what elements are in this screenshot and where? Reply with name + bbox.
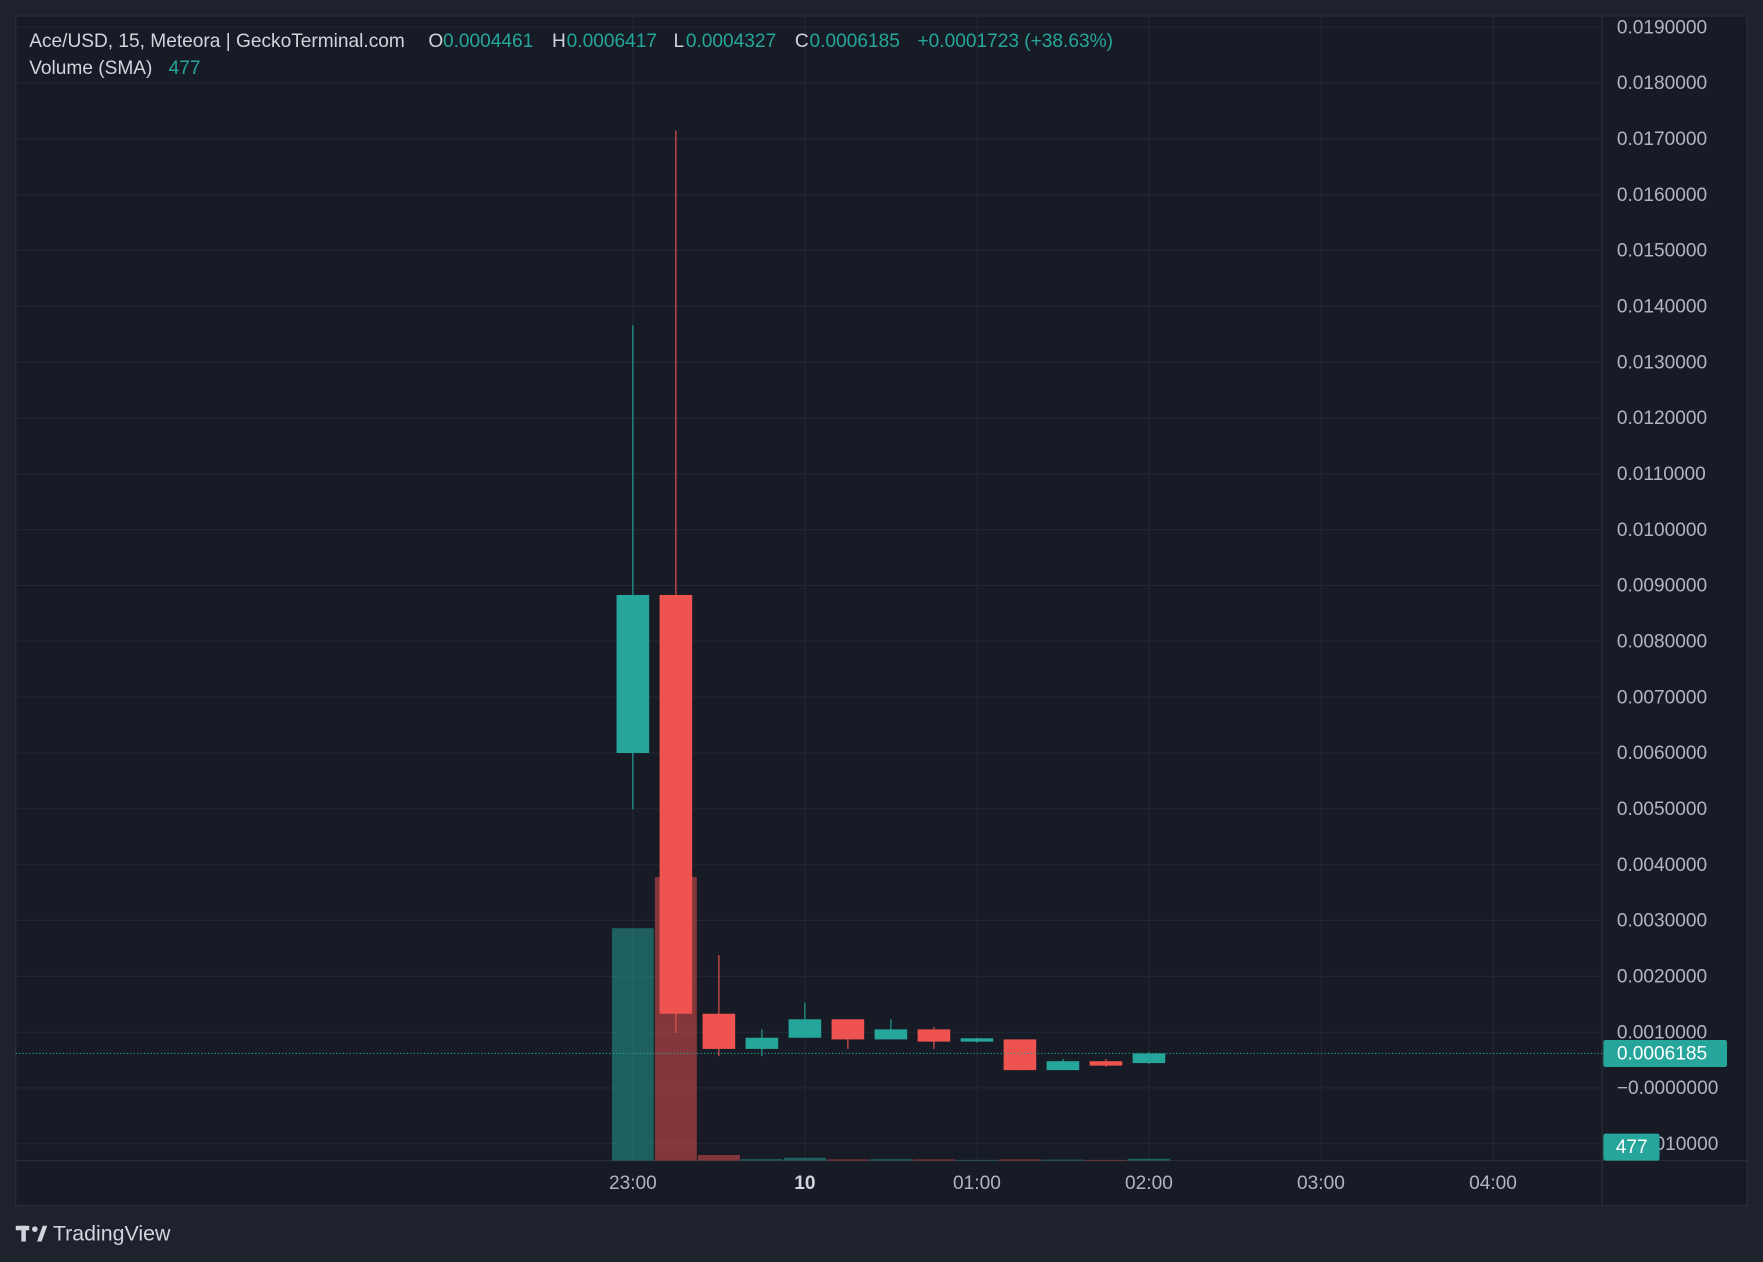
- brand-name: TradingView: [53, 1221, 171, 1245]
- x-tick-label: 10: [794, 1173, 815, 1194]
- volume-bar: [955, 1159, 998, 1161]
- volume-bar: [826, 1159, 869, 1161]
- open-value: 0.0004461: [443, 31, 533, 52]
- candle-body: [1132, 1053, 1166, 1064]
- y-tick-label: 0.0080000: [1617, 631, 1707, 652]
- candle-body: [1003, 1039, 1037, 1071]
- candle-body: [917, 1029, 951, 1042]
- volume-bar: [783, 1157, 826, 1161]
- y-tick-label: 0.0030000: [1617, 911, 1707, 932]
- y-tick-label: 0.0100000: [1617, 520, 1707, 541]
- chart-title: Ace/USD, 15, Meteora | GeckoTerminal.com: [29, 31, 405, 52]
- y-tick-label: 0.0190000: [1617, 17, 1707, 38]
- candle-body: [702, 1013, 736, 1049]
- volume-bar: [1084, 1159, 1127, 1161]
- volume-bar: [611, 928, 654, 1161]
- chart-frame: [15, 15, 1748, 1207]
- y-tick-label: 0.0150000: [1617, 241, 1707, 262]
- volume-bar: [1127, 1158, 1170, 1161]
- y-tick-label: 0.0070000: [1617, 687, 1707, 708]
- last-price-badge: [1603, 1039, 1728, 1067]
- y-tick-label: 0.0130000: [1617, 352, 1707, 373]
- candle-body: [960, 1038, 994, 1042]
- volume-bar: [912, 1159, 955, 1161]
- volume-sma-badge: [1603, 1133, 1660, 1161]
- candle-body: [1046, 1061, 1080, 1071]
- y-tick-label: 0.0120000: [1617, 408, 1707, 429]
- y-tick-label: 0.0020000: [1617, 966, 1707, 987]
- candle-body: [874, 1029, 908, 1040]
- x-tick-label: 03:00: [1297, 1173, 1345, 1194]
- overlay: 0.0006185 477: [15, 1039, 1728, 1161]
- high-value: 0.0006417: [567, 31, 657, 52]
- y-tick-label: 0.0110000: [1617, 464, 1706, 485]
- volume-bar: [740, 1159, 783, 1161]
- candle-body: [1089, 1061, 1123, 1066]
- y-tick-label: 0.0180000: [1617, 73, 1707, 94]
- candle-body: [831, 1019, 865, 1040]
- candle-body: [659, 594, 693, 1014]
- high-letter: H: [552, 31, 566, 52]
- volume-bar: [869, 1159, 912, 1161]
- y-tick-label: 0.0010000: [1617, 1022, 1707, 1043]
- x-tick-label: 01:00: [953, 1173, 1001, 1194]
- y-tick-label: −0.0000000: [1617, 1078, 1719, 1099]
- grid: 0.0190000 0.0180000 0.0170000 0.0160000 0.01…: [15, 15, 1719, 1194]
- y-tick-label: 0.0160000: [1617, 185, 1707, 206]
- volume-sma-label: 477: [1616, 1137, 1648, 1158]
- marks: [611, 130, 1170, 1161]
- volume-title: Volume (SMA): [29, 58, 152, 79]
- brand-logo: [15, 1225, 48, 1242]
- volume-bar: [697, 1154, 740, 1161]
- y-tick-label: 0.0170000: [1617, 129, 1707, 150]
- y-tick-label: 0.0050000: [1617, 799, 1707, 820]
- y-tick-label: 0.0040000: [1617, 855, 1707, 876]
- volume-bar: [1041, 1159, 1084, 1161]
- open-letter: O: [428, 31, 443, 52]
- volume-sma: 477: [169, 58, 201, 79]
- y-tick-label: 0.0140000: [1617, 296, 1707, 317]
- x-tick-label: 02:00: [1125, 1173, 1173, 1194]
- y-tick-label: 0.0090000: [1617, 576, 1707, 597]
- x-tick-label: 04:00: [1469, 1173, 1517, 1194]
- candle-body: [745, 1037, 779, 1049]
- x-tick-label: 23:00: [609, 1173, 657, 1194]
- close-value: 0.0006185: [810, 31, 900, 52]
- y-tick-label: 0.0060000: [1617, 743, 1707, 764]
- candle-body: [616, 594, 650, 753]
- candle-body: [788, 1019, 822, 1038]
- volume-bar: [998, 1159, 1041, 1161]
- low-value: 0.0004327: [686, 31, 776, 52]
- last-price-label: 0.0006185: [1617, 1044, 1707, 1065]
- close-letter: C: [795, 31, 809, 52]
- low-letter: L: [673, 31, 684, 52]
- change-label: +0.0001723 (+38.63%): [917, 31, 1112, 52]
